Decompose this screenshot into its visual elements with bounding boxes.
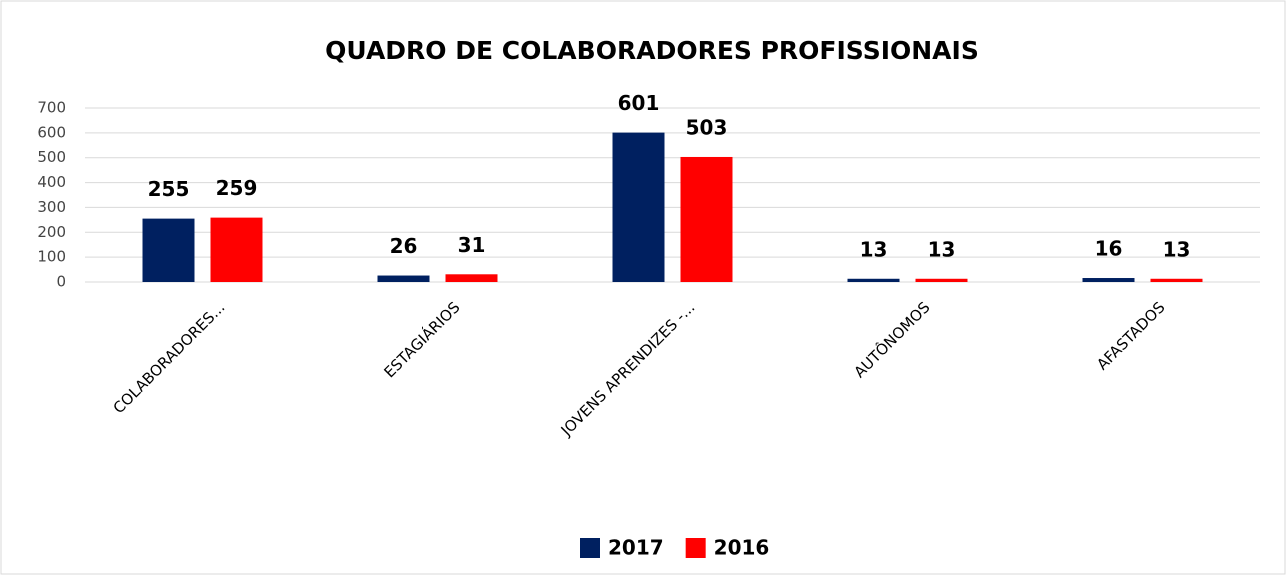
data-label: 503 <box>686 115 728 139</box>
y-tick-label: 0 <box>56 273 66 291</box>
legend-label: 2016 <box>714 536 770 560</box>
data-label: 26 <box>390 234 418 258</box>
bar <box>142 218 195 282</box>
data-label: 255 <box>148 177 190 201</box>
y-tick-label: 400 <box>37 173 66 191</box>
y-tick-label: 200 <box>37 223 66 241</box>
data-label: 601 <box>618 91 660 115</box>
bar <box>847 278 900 282</box>
bar <box>915 278 968 282</box>
bar <box>680 156 733 282</box>
data-label: 13 <box>860 237 888 261</box>
data-label: 13 <box>928 237 956 261</box>
y-tick-label: 100 <box>37 248 66 266</box>
legend-swatch <box>685 538 706 558</box>
chart-title: QUADRO DE COLABORADORES PROFISSIONAIS <box>325 36 979 65</box>
legend-label: 2017 <box>608 536 664 560</box>
bar <box>1082 278 1135 282</box>
y-tick-label: 600 <box>37 123 66 141</box>
y-tick-label: 300 <box>37 198 66 216</box>
data-label: 13 <box>1163 237 1191 261</box>
y-tick-label: 500 <box>37 148 66 166</box>
bar <box>210 217 263 282</box>
bar <box>1150 278 1203 282</box>
bar <box>612 132 665 282</box>
data-label: 259 <box>216 176 258 200</box>
data-label: 31 <box>458 233 486 257</box>
bar <box>377 275 430 282</box>
y-tick-label: 700 <box>37 99 66 117</box>
bar <box>445 274 498 282</box>
legend-swatch <box>580 538 600 558</box>
data-label: 16 <box>1095 237 1123 261</box>
